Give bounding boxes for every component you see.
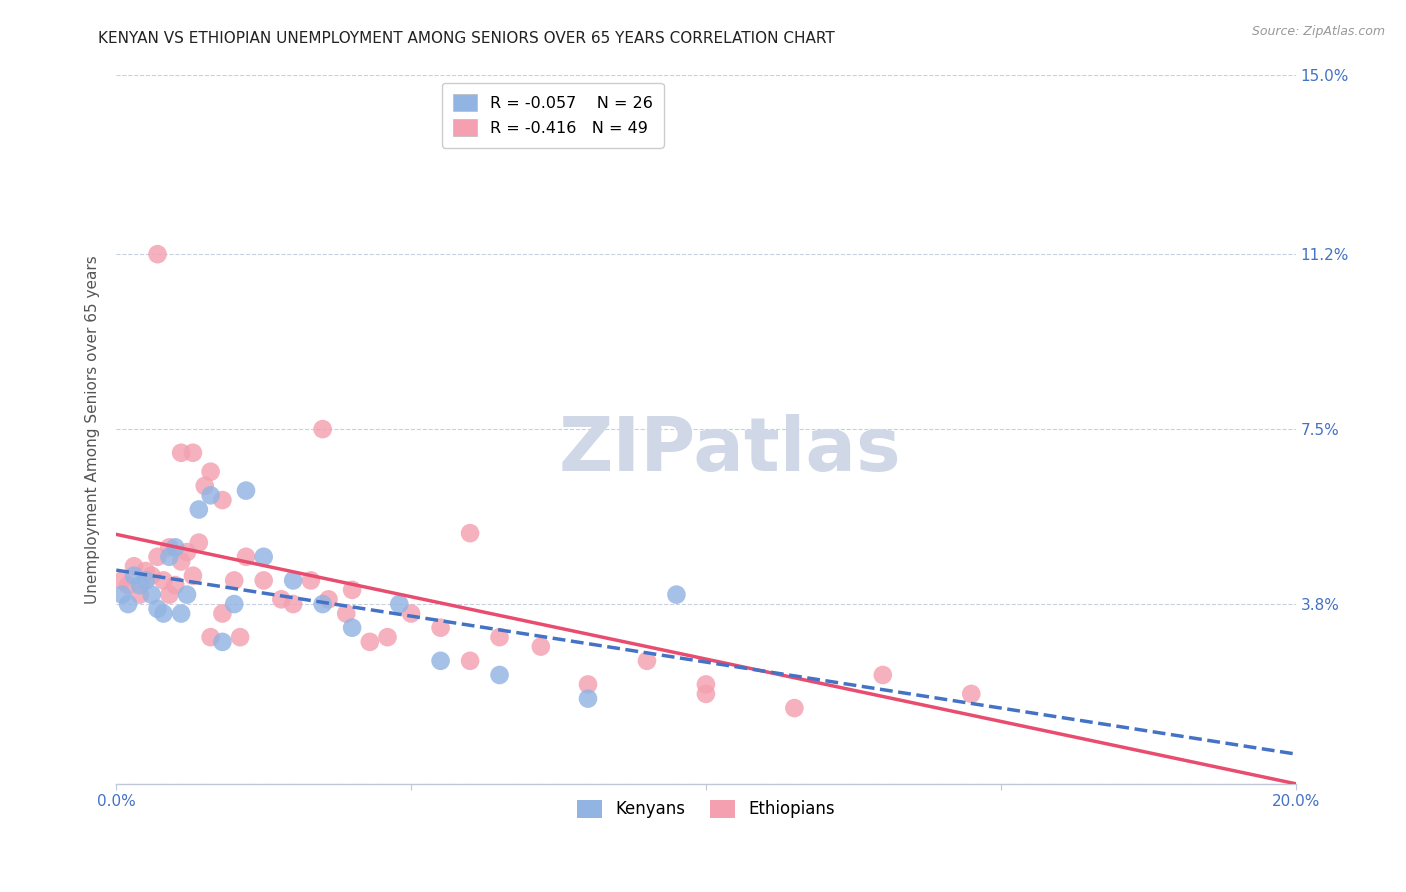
Point	[311, 422, 333, 436]
Point	[128, 578, 150, 592]
Point	[283, 574, 305, 588]
Point	[181, 446, 204, 460]
Point	[576, 677, 599, 691]
Point	[695, 687, 717, 701]
Point	[359, 635, 381, 649]
Point	[224, 574, 246, 588]
Point	[117, 578, 139, 592]
Point	[122, 568, 145, 582]
Point	[170, 607, 193, 621]
Point	[488, 630, 510, 644]
Point	[152, 574, 174, 588]
Point	[157, 549, 180, 564]
Point	[176, 588, 198, 602]
Point	[665, 588, 688, 602]
Point	[229, 630, 252, 644]
Point	[181, 568, 204, 582]
Point	[311, 597, 333, 611]
Point	[253, 549, 276, 564]
Point	[224, 597, 246, 611]
Point	[340, 621, 363, 635]
Point	[135, 564, 157, 578]
Point	[146, 549, 169, 564]
Point	[128, 588, 150, 602]
Point	[146, 602, 169, 616]
Point	[576, 691, 599, 706]
Point	[429, 654, 451, 668]
Point	[152, 607, 174, 621]
Point	[458, 526, 481, 541]
Point	[458, 654, 481, 668]
Point	[388, 597, 411, 611]
Point	[399, 607, 422, 621]
Point	[170, 446, 193, 460]
Point	[122, 559, 145, 574]
Text: Source: ZipAtlas.com: Source: ZipAtlas.com	[1251, 25, 1385, 38]
Point	[165, 541, 187, 555]
Point	[187, 535, 209, 549]
Point	[211, 635, 233, 649]
Point	[783, 701, 806, 715]
Point	[111, 574, 134, 588]
Point	[165, 578, 187, 592]
Point	[530, 640, 553, 654]
Point	[200, 465, 222, 479]
Point	[429, 621, 451, 635]
Point	[872, 668, 894, 682]
Point	[340, 582, 363, 597]
Legend: Kenyans, Ethiopians: Kenyans, Ethiopians	[569, 793, 842, 825]
Point	[335, 607, 357, 621]
Point	[488, 668, 510, 682]
Point	[211, 607, 233, 621]
Point	[636, 654, 658, 668]
Point	[270, 592, 292, 607]
Point	[200, 488, 222, 502]
Point	[253, 574, 276, 588]
Point	[318, 592, 340, 607]
Point	[146, 247, 169, 261]
Point	[141, 588, 163, 602]
Point	[117, 597, 139, 611]
Point	[187, 502, 209, 516]
Point	[377, 630, 399, 644]
Point	[283, 597, 305, 611]
Point	[141, 568, 163, 582]
Text: ZIPatlas: ZIPatlas	[558, 414, 901, 487]
Point	[157, 541, 180, 555]
Point	[299, 574, 322, 588]
Point	[111, 588, 134, 602]
Text: KENYAN VS ETHIOPIAN UNEMPLOYMENT AMONG SENIORS OVER 65 YEARS CORRELATION CHART: KENYAN VS ETHIOPIAN UNEMPLOYMENT AMONG S…	[98, 31, 835, 46]
Point	[170, 554, 193, 568]
Point	[157, 588, 180, 602]
Point	[194, 479, 217, 493]
Point	[235, 549, 257, 564]
Point	[695, 677, 717, 691]
Point	[176, 545, 198, 559]
Point	[200, 630, 222, 644]
Point	[135, 574, 157, 588]
Point	[211, 493, 233, 508]
Point	[960, 687, 983, 701]
Point	[235, 483, 257, 498]
Y-axis label: Unemployment Among Seniors over 65 years: Unemployment Among Seniors over 65 years	[86, 255, 100, 604]
